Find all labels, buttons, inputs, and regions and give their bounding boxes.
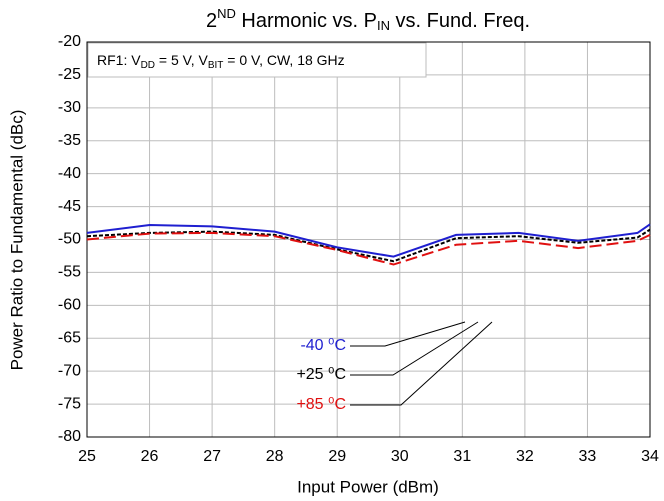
y-tick-label: -45 xyxy=(58,198,81,215)
chart-title: 2ND Harmonic vs. PIN vs. Fund. Freq. xyxy=(206,6,530,33)
annotation: RF1: VDD = 5 V, VBIT = 0 V, CW, 18 GHz xyxy=(97,52,345,71)
x-tick-label: 32 xyxy=(516,448,534,465)
y-tick-label: -50 xyxy=(58,231,81,248)
y-tick-label: -80 xyxy=(58,428,81,445)
leader-line xyxy=(350,321,493,406)
legend-label: +85 ⁰C xyxy=(296,396,346,413)
y-tick-label: -55 xyxy=(58,264,81,281)
annotation-part: = 5 V, V xyxy=(155,52,208,68)
y-tick-label: -35 xyxy=(58,132,81,149)
legend-label: -40 ⁰C xyxy=(300,337,346,354)
x-tick-label: 29 xyxy=(328,448,346,465)
x-tick-label: 31 xyxy=(453,448,471,465)
x-tick-label: 33 xyxy=(579,448,597,465)
annotation-box xyxy=(87,42,427,78)
annotation-part: RF1: V xyxy=(97,52,141,68)
y-tick-label: -25 xyxy=(58,66,81,83)
annotation-part: DD xyxy=(141,60,155,71)
x-axis-label: Input Power (dBm) xyxy=(297,477,439,496)
series-line xyxy=(86,223,651,258)
series-line xyxy=(86,228,651,263)
leader-line xyxy=(350,321,479,376)
y-tick-label: -70 xyxy=(58,362,81,379)
y-axis-label: Power Ratio to Fundamental (dBc) xyxy=(7,110,26,371)
x-tick-label: 27 xyxy=(203,448,221,465)
leader-line xyxy=(350,321,466,347)
legend-label: +25 ⁰C xyxy=(296,366,346,383)
y-tick-label: -65 xyxy=(58,329,81,346)
y-tick-label: -75 xyxy=(58,395,81,412)
x-tick-label: 26 xyxy=(141,448,159,465)
y-tick-label: -60 xyxy=(58,297,81,314)
x-tick-label: 34 xyxy=(641,448,659,465)
series-line xyxy=(86,231,651,266)
annotation-part: = 0 V, CW, 18 GHz xyxy=(223,52,344,68)
x-tick-label: 30 xyxy=(391,448,409,465)
y-tick-label: -30 xyxy=(58,99,81,116)
x-tick-label: 25 xyxy=(78,448,96,465)
y-tick-label: -20 xyxy=(58,33,81,50)
x-tick-label: 28 xyxy=(266,448,284,465)
y-tick-label: -40 xyxy=(58,165,81,182)
annotation-part: BIT xyxy=(208,60,224,71)
